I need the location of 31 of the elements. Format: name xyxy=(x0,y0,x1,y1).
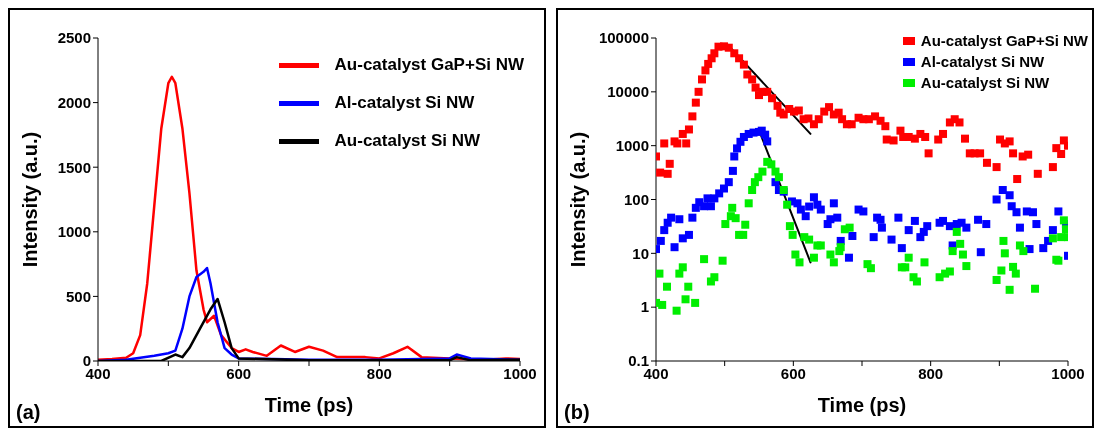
legend-label: Al-catalyst Si NW xyxy=(920,53,1045,70)
y-tick-label: 0 xyxy=(82,352,91,370)
y-tick-label: 10 xyxy=(632,244,649,262)
y-tick-label: 1 xyxy=(640,298,649,316)
x-tick-label: 1000 xyxy=(503,364,537,382)
x-tick-label: 800 xyxy=(366,364,392,382)
y-tick-label: 1000 xyxy=(615,136,649,154)
text: (a) xyxy=(16,401,41,424)
legend-label: Al-catalyst Si NW xyxy=(334,93,475,113)
y-axis-title: Intensity (a.u.) xyxy=(19,131,42,268)
y-tick-label: 0.1 xyxy=(628,352,649,370)
x-tick-label: 800 xyxy=(918,364,944,382)
y-tick-label: 500 xyxy=(65,287,91,305)
x-axis-title: Time (ps) xyxy=(264,394,354,416)
y-tick-label: 100 xyxy=(623,190,649,208)
y-tick-label: 1000 xyxy=(57,223,91,241)
y-tick-label: 2500 xyxy=(57,29,91,47)
y-tick-label: 1500 xyxy=(57,158,91,176)
legend-label: Au-catalyst Si NW xyxy=(334,131,481,151)
text: (b) xyxy=(564,401,590,424)
y-tick-label: 100000 xyxy=(598,29,649,47)
legend-label: Au-catalyst Si NW xyxy=(920,74,1050,91)
legend-label: Au-catalyst GaP+Si NW xyxy=(334,55,524,75)
y-tick-label: 10000 xyxy=(607,83,649,101)
x-tick-label: 1000 xyxy=(1051,364,1085,382)
y-axis-title: Intensity (a.u.) xyxy=(567,131,590,268)
y-tick-label: 2000 xyxy=(57,93,91,111)
x-tick-label: 600 xyxy=(780,364,806,382)
x-axis-title: Time (ps) xyxy=(817,394,907,416)
x-tick-label: 600 xyxy=(226,364,252,382)
legend-label: Au-catalyst GaP+Si NW xyxy=(920,32,1088,49)
